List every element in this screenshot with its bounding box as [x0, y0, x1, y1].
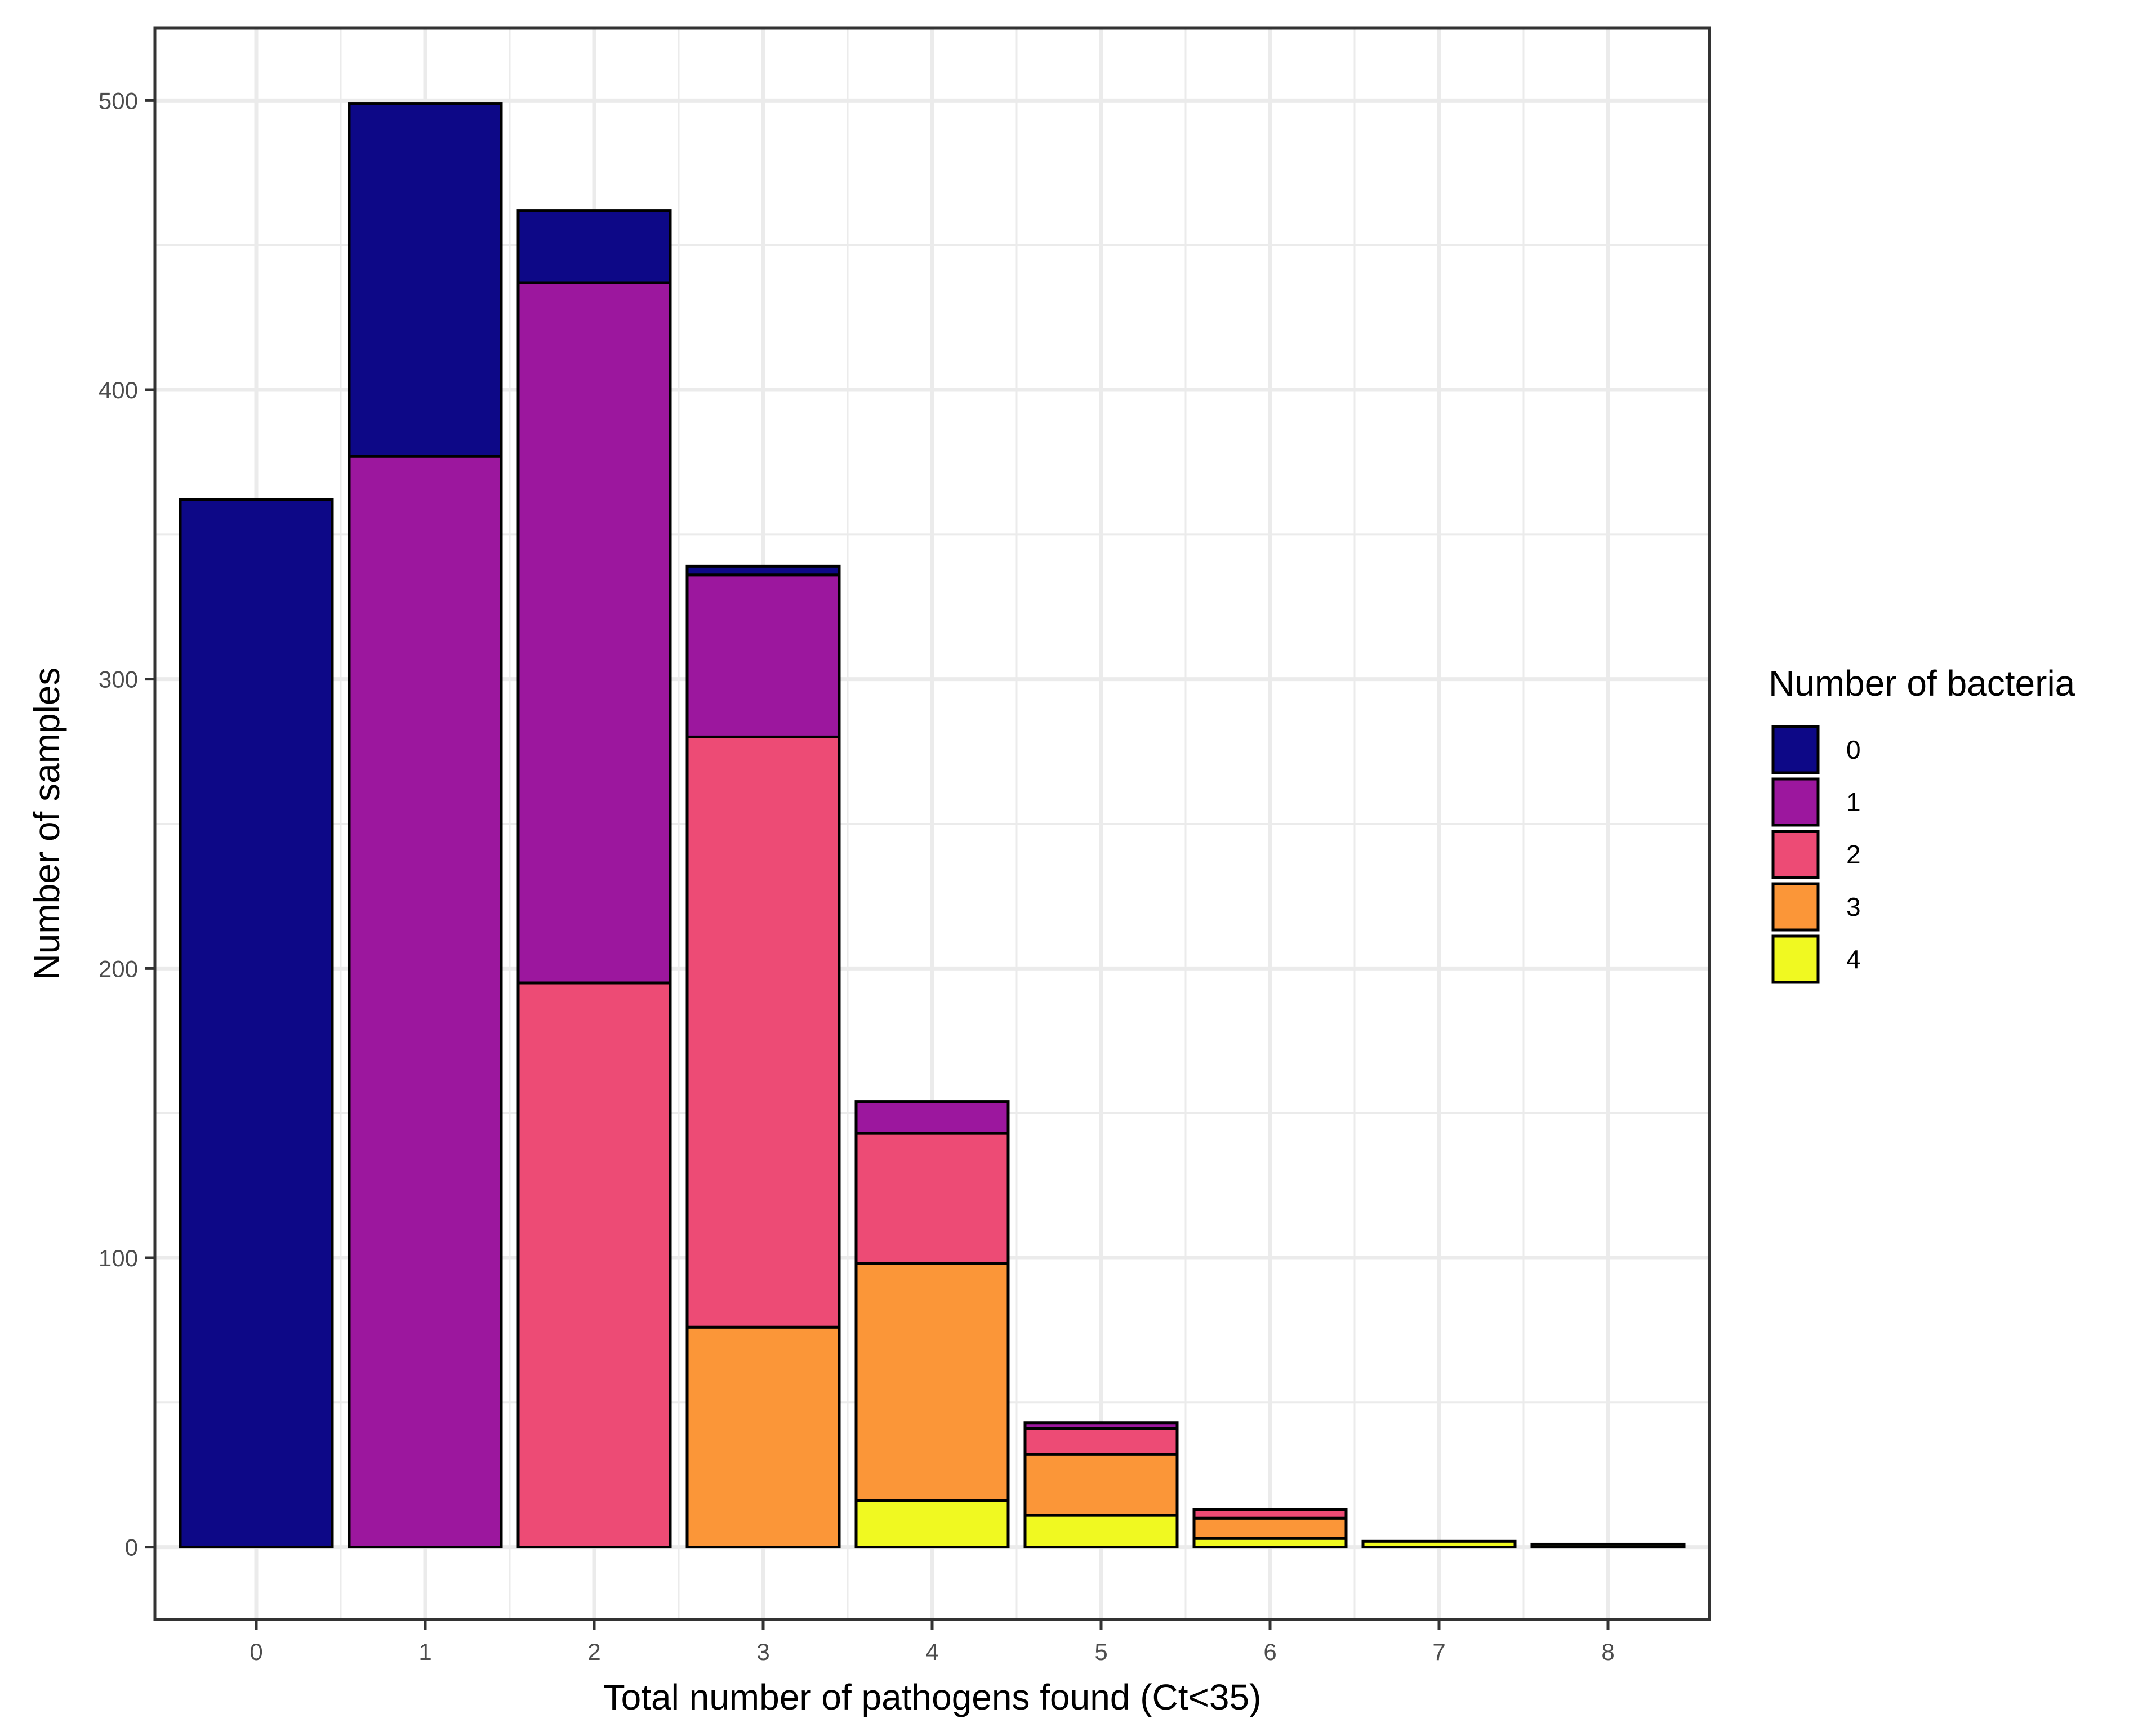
legend-key-3 [1771, 882, 1820, 932]
bar-segment-x5-bacteria-2 [1023, 1427, 1179, 1456]
x-tick-label: 7 [1432, 1639, 1445, 1665]
y-axis-title: Number of samples [26, 667, 67, 980]
y-tick-label: 200 [99, 955, 138, 982]
bar-segment-x8-bacteria-4 [1530, 1542, 1686, 1549]
bar-segment-x6-bacteria-3 [1192, 1516, 1348, 1540]
bar-segment-x1-bacteria-0 [348, 102, 503, 458]
x-tick-label: 0 [250, 1639, 262, 1665]
bar-segment-x4-bacteria-4 [854, 1499, 1010, 1549]
x-tick-label: 6 [1263, 1639, 1276, 1665]
y-tick-label: 500 [99, 87, 138, 114]
legend-title: Number of bacteria [1769, 663, 2075, 704]
bar-segment-x5-bacteria-1 [1023, 1421, 1179, 1430]
x-tick-label: 8 [1601, 1639, 1614, 1665]
bar-segment-x2-bacteria-1 [516, 281, 672, 985]
bar-segment-x4-bacteria-3 [854, 1262, 1010, 1502]
legend: Number of bacteria 0 1 2 3 4 [1769, 663, 2075, 984]
legend-label-2: 2 [1846, 840, 1861, 869]
y-tick-label: 400 [99, 377, 138, 403]
x-tick-label: 5 [1094, 1639, 1107, 1665]
bar-segment-x5-bacteria-4 [1023, 1514, 1179, 1549]
bar-segment-x3-bacteria-1 [685, 573, 841, 738]
legend-key-1 [1771, 777, 1820, 827]
bar-segment-x3-bacteria-0 [685, 564, 841, 577]
bar-segment-x2-bacteria-0 [516, 209, 672, 284]
bar-segment-x6-bacteria-2 [1192, 1508, 1348, 1520]
bars [179, 102, 1686, 1549]
legend-label-4: 4 [1846, 945, 1861, 974]
bar-segment-x3-bacteria-2 [685, 735, 841, 1329]
bar-segment-x1-bacteria-1 [348, 455, 503, 1549]
bar-segment-x2-bacteria-2 [516, 981, 672, 1549]
legend-key-4 [1771, 934, 1820, 984]
x-axis-title: Total number of pathogens found (Ct<35) [603, 1677, 1262, 1717]
legend-label-0: 0 [1846, 735, 1861, 764]
y-tick-label: 100 [99, 1245, 138, 1271]
bar-segment-x0-bacteria-0 [179, 498, 334, 1549]
bar-segment-x3-bacteria-3 [685, 1325, 841, 1549]
legend-label-3: 3 [1846, 892, 1861, 922]
x-tick-label: 2 [587, 1639, 600, 1665]
bar-segment-x4-bacteria-2 [854, 1132, 1010, 1265]
bar-segment-x7-bacteria-4 [1361, 1539, 1517, 1549]
legend-label-1: 1 [1846, 787, 1861, 817]
bar-segment-x4-bacteria-1 [854, 1100, 1010, 1135]
legend-key-2 [1771, 830, 1820, 879]
x-tick-label: 4 [925, 1639, 938, 1665]
axes: 0 100 200 300 400 500 0 1 2 3 4 5 6 7 8 [99, 87, 1615, 1665]
bar-segment-x5-bacteria-3 [1023, 1453, 1179, 1517]
x-tick-label: 1 [418, 1639, 431, 1665]
y-tick-label: 0 [125, 1534, 138, 1561]
x-tick-label: 3 [756, 1639, 769, 1665]
y-tick-label: 300 [99, 666, 138, 693]
legend-key-0 [1771, 725, 1820, 774]
